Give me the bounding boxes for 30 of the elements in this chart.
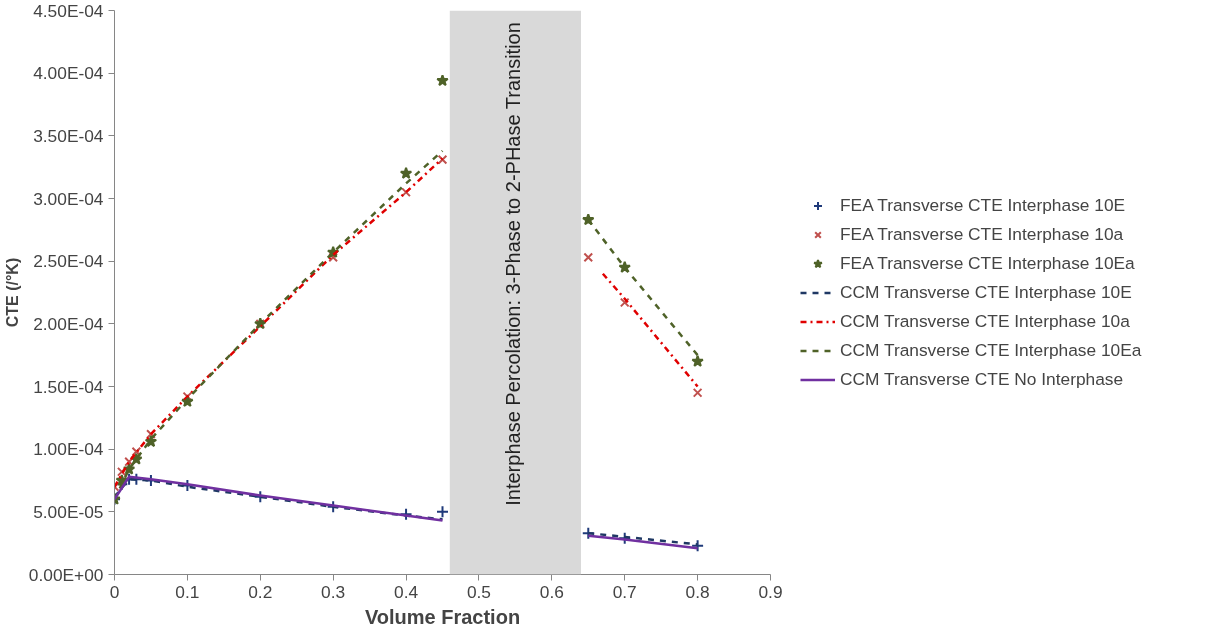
y-tick-label: 2.00E-04 xyxy=(33,313,104,334)
band-label: Interphase Percolation: 3-Phase to 2-PHase Transition xyxy=(502,22,525,506)
y-tick-label: 3.50E-04 xyxy=(33,125,104,146)
x-tick-label: 0.8 xyxy=(685,581,710,602)
x-tick-label: 0.4 xyxy=(394,581,419,602)
y-tick-label: 0.00E+00 xyxy=(28,564,104,585)
legend-label: FEA Transverse CTE Interphase 10Ea xyxy=(840,252,1135,274)
legend-label: CCM Transverse CTE Interphase 10E xyxy=(840,281,1132,303)
legend-label: CCM Transverse CTE Interphase 10a xyxy=(840,310,1130,332)
y-tick-label: 1.00E-04 xyxy=(33,439,104,460)
y-tick-label: 4.50E-04 xyxy=(33,0,104,21)
legend-label: FEA Transverse CTE Interphase 10E xyxy=(840,194,1126,216)
y-tick-label: 1.50E-04 xyxy=(33,376,104,397)
x-tick-label: 0.1 xyxy=(175,581,200,602)
y-tick-label: 5.00E-05 xyxy=(33,501,104,522)
y-axis-title: CTE (/°K) xyxy=(3,257,21,328)
y-tick-label: 2.50E-04 xyxy=(33,251,104,272)
x-tick-label: 0.7 xyxy=(612,581,637,602)
x-axis-title: Volume Fraction xyxy=(364,605,521,628)
legend-label: FEA Transverse CTE Interphase 10a xyxy=(840,223,1124,245)
x-tick-label: 0.2 xyxy=(248,581,273,602)
x-tick-label: 0 xyxy=(109,581,120,602)
x-tick-label: 0.6 xyxy=(539,581,564,602)
legend-label: CCM Transverse CTE No Interphase xyxy=(840,368,1124,390)
x-tick-label: 0.9 xyxy=(758,581,783,602)
y-tick-label: 3.00E-04 xyxy=(33,188,104,209)
x-tick-label: 0.5 xyxy=(466,581,491,602)
y-tick-label: 4.00E-04 xyxy=(33,63,104,84)
x-tick-label: 0.3 xyxy=(321,581,346,602)
legend-label: CCM Transverse CTE Interphase 10Ea xyxy=(840,339,1142,361)
